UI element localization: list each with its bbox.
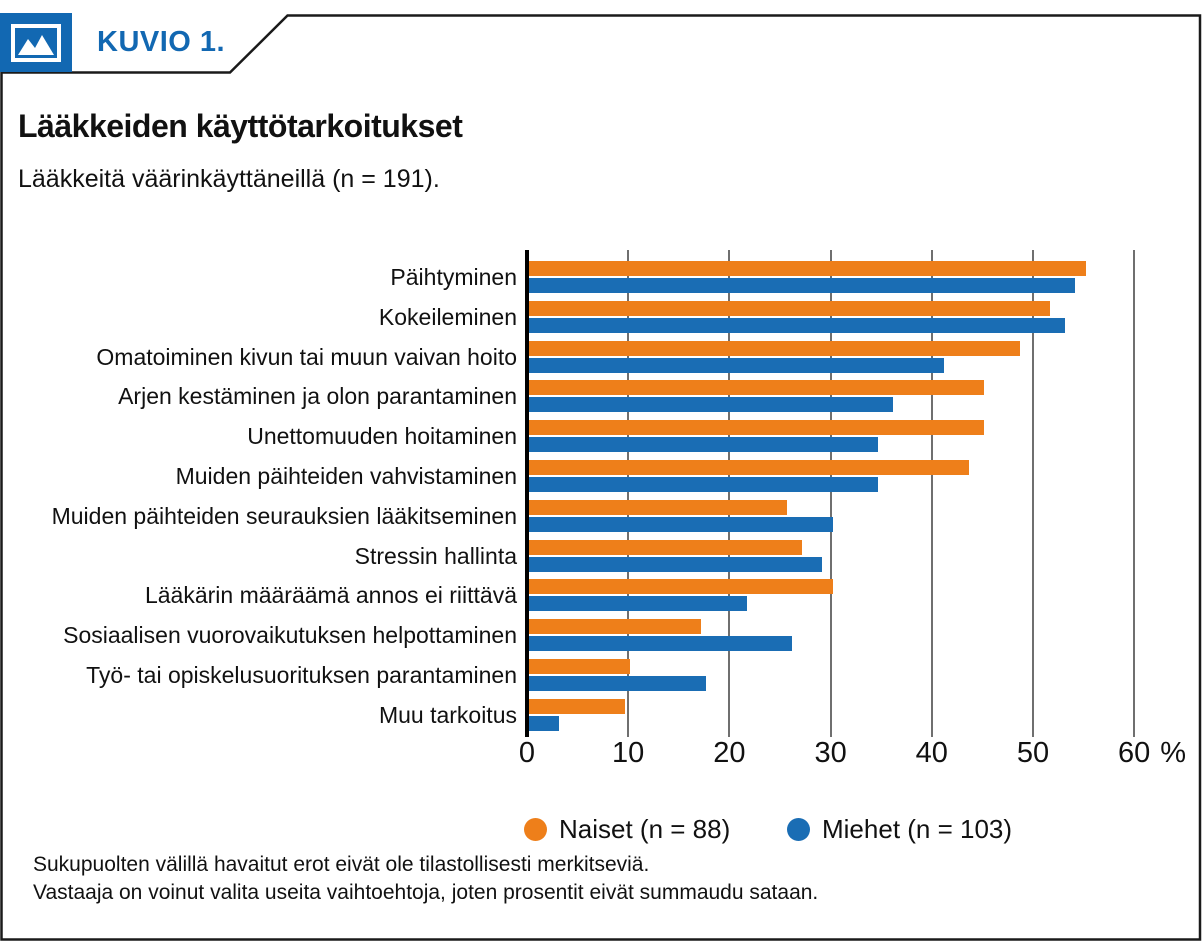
bar-miehet	[529, 516, 833, 532]
bar-naiset	[529, 380, 985, 396]
miehet-legend-dot-icon	[787, 817, 810, 841]
bar-naiset	[529, 499, 788, 515]
bar-miehet	[529, 317, 1066, 333]
gridline-20	[728, 250, 731, 737]
x-tick-label-40: 40	[915, 737, 948, 769]
x-tick-label-0: 0	[518, 737, 536, 769]
figure-tag-label: KUVIO 1.	[97, 26, 226, 58]
gridline-40	[930, 250, 933, 737]
bar-naiset	[529, 698, 626, 714]
y-axis-line	[525, 250, 529, 737]
legend-label-naiset: Naiset (n = 88)	[559, 813, 731, 844]
category-label: Muiden päihteiden vahvistaminen	[175, 463, 517, 489]
footnote-1: Sukupuolten välillä havaitut erot eivät …	[33, 853, 650, 876]
x-tick-label-10: 10	[612, 737, 645, 769]
category-label: Päihtyminen	[390, 264, 517, 290]
bar-naiset	[529, 300, 1051, 316]
bar-naiset	[529, 619, 702, 635]
category-label: Arjen kestäminen ja olon parantaminen	[118, 383, 517, 410]
category-label: Muiden päihteiden seurauksien lääkitsemi…	[51, 502, 517, 529]
legend-item-naiset: Naiset (n = 88)	[524, 813, 730, 845]
legend-label-miehet: Miehet (n = 103)	[822, 813, 1013, 844]
legend-item-miehet: Miehet (n = 103)	[787, 813, 1012, 845]
bar-miehet	[529, 676, 707, 691]
category-label: Työ- tai opiskelusuorituksen parantamine…	[86, 662, 517, 688]
bar-miehet	[529, 397, 894, 413]
category-label: Lääkärin määräämä annos ei riittävä	[144, 582, 517, 609]
gridline-60	[1133, 250, 1136, 737]
bar-miehet	[529, 596, 747, 612]
bar-naiset	[529, 659, 631, 674]
x-tick-label-20: 20	[713, 737, 746, 769]
gridline-50	[1032, 250, 1034, 737]
category-label: Muu tarkoitus	[378, 701, 517, 728]
bar-naiset	[529, 539, 803, 555]
gridline-10	[627, 250, 630, 737]
x-tick-label-50: 50	[1016, 737, 1050, 769]
bar-miehet	[529, 715, 560, 731]
bar-naiset	[529, 460, 970, 475]
category-label: Stressin hallinta	[354, 542, 517, 569]
bar-naiset	[529, 579, 833, 595]
category-label: Sosiaalisen vuorovaikutuksen helpottamin…	[63, 622, 517, 649]
category-label: Kokeileminen	[378, 303, 517, 330]
naiset-legend-dot-icon	[524, 817, 547, 841]
bar-miehet	[529, 477, 879, 492]
bar-miehet	[529, 278, 1076, 293]
bar-miehet	[529, 636, 793, 652]
category-label: Omatoiminen kivun tai muun vaivan hoito	[96, 343, 517, 370]
bar-miehet	[529, 437, 879, 453]
figure-tag-box	[0, 13, 72, 72]
footnote-2: Vastaaja on voinut valita useita vaihtoe…	[33, 881, 819, 904]
chart-subtitle: Lääkkeitä väärinkäyttäneillä (n = 191).	[18, 165, 440, 193]
bar-miehet	[529, 357, 944, 373]
category-label: Unettomuuden hoitaminen	[247, 423, 517, 450]
bar-naiset	[529, 420, 985, 436]
x-axis-unit-label: %	[1160, 737, 1186, 769]
bar-miehet	[529, 556, 823, 572]
x-tick-label-30: 30	[814, 737, 847, 769]
gridline-30	[829, 250, 832, 737]
chart-legend: Naiset (n = 88) Miehet (n = 103)	[0, 813, 1202, 845]
bar-naiset	[529, 261, 1086, 276]
bar-naiset	[529, 340, 1020, 356]
x-tick-label-60: 60	[1118, 737, 1151, 769]
image-icon	[11, 23, 61, 62]
chart-title: Lääkkeiden käyttötarkoitukset	[18, 108, 463, 144]
